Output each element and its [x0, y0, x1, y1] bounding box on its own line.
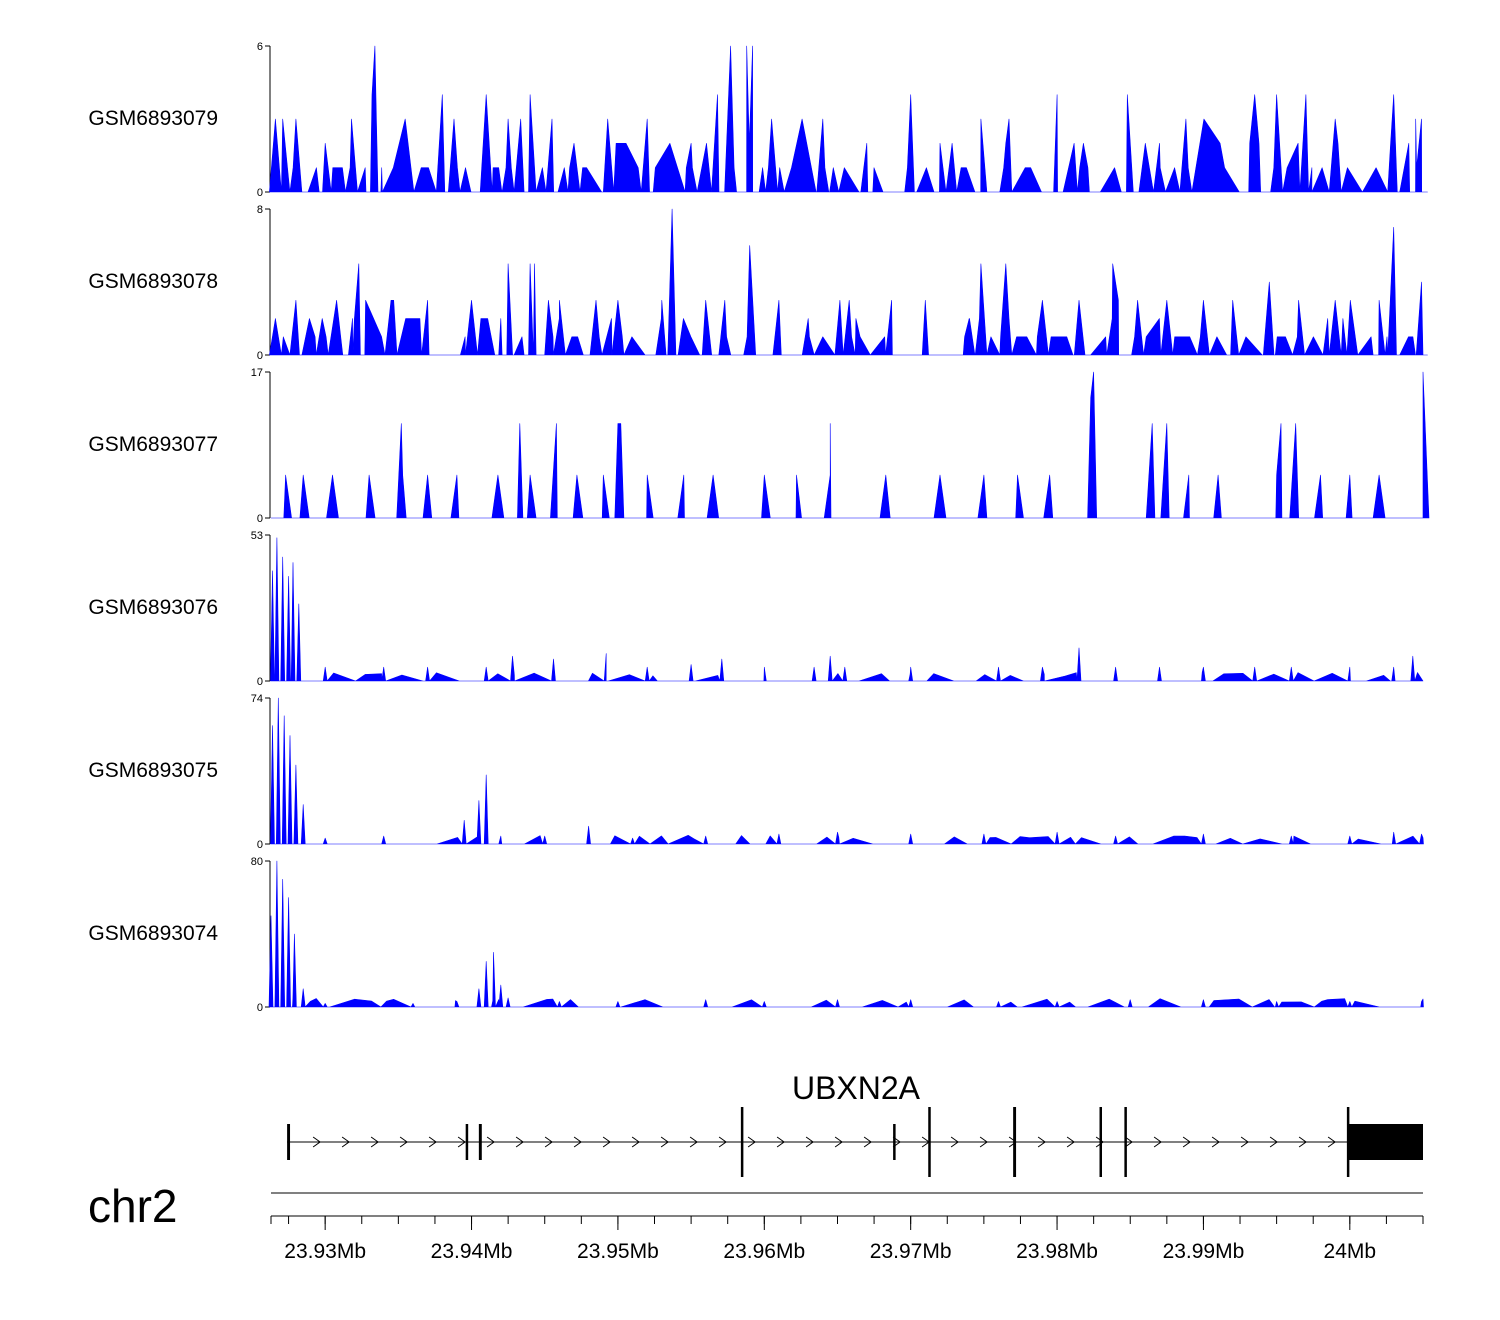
coverage-area	[268, 860, 1424, 1008]
exon-8	[1099, 1107, 1103, 1177]
x-tick-label: 23.98Mb	[1016, 1240, 1098, 1263]
strand-arrow	[1298, 1136, 1307, 1148]
strand-arrow	[950, 1136, 959, 1148]
y-tick-label-min: 0	[257, 513, 263, 525]
strand-arrow	[1269, 1136, 1278, 1148]
exon-6	[928, 1107, 931, 1177]
strand-arrow	[747, 1136, 756, 1148]
strand-arrow	[1153, 1136, 1162, 1148]
strand-arrow	[341, 1136, 350, 1148]
track-label: GSM6893076	[88, 596, 218, 619]
strand-arrow	[370, 1136, 379, 1148]
y-tick-label-max: 74	[251, 693, 263, 705]
exon-1	[287, 1124, 291, 1160]
y-tick-label-max: 80	[251, 856, 263, 868]
track-gsm6893079: GSM6893079 6 0	[88, 41, 1428, 199]
coverage-area	[270, 537, 1424, 682]
y-tick-label-min: 0	[257, 676, 263, 688]
strand-arrow	[805, 1136, 814, 1148]
x-tick-label: 24Mb	[1324, 1240, 1377, 1263]
coverage-area	[269, 45, 1428, 193]
y-tick-label-max: 53	[251, 530, 263, 542]
track-label: GSM6893079	[88, 107, 218, 130]
strand-arrow	[1008, 1136, 1017, 1148]
track-gsm6893076: GSM6893076 53 0	[88, 530, 1424, 688]
x-tick-label: 23.96Mb	[723, 1240, 805, 1263]
exon-4	[740, 1107, 744, 1177]
y-tick-label-max: 6	[257, 41, 263, 53]
x-tick-label: 23.94Mb	[431, 1240, 513, 1263]
y-tick-label-max: 17	[251, 367, 263, 379]
exon-5	[893, 1124, 896, 1160]
y-tick-label-min: 0	[257, 350, 263, 362]
exon-9	[1124, 1107, 1127, 1177]
exon-utr	[1348, 1124, 1423, 1160]
track-label: GSM6893074	[88, 922, 218, 945]
x-axis: chr2 23.93Mb 23.94Mb 23.95Mb 23.96Mb 23.97Mb 2…	[88, 1180, 1424, 1263]
strand-arrow	[602, 1136, 611, 1148]
strand-arrow	[1066, 1136, 1075, 1148]
coverage-area	[270, 371, 1430, 519]
exon-10	[1346, 1107, 1350, 1177]
gene-track: UBXN2A	[287, 1070, 1423, 1177]
track-gsm6893078: GSM6893078 8 0	[88, 204, 1428, 362]
x-tick-label: 23.95Mb	[577, 1240, 659, 1263]
strand-arrow	[660, 1136, 669, 1148]
strand-arrow	[1095, 1136, 1104, 1148]
strand-arrow	[631, 1136, 640, 1148]
coverage-area	[269, 208, 1428, 356]
strand-arrow	[1124, 1136, 1133, 1148]
strand-arrow	[457, 1136, 466, 1148]
y-tick-label-min: 0	[257, 187, 263, 199]
strand-arrow	[718, 1136, 727, 1148]
strand-arrow	[776, 1136, 785, 1148]
exon-2	[465, 1124, 469, 1160]
track-label: GSM6893077	[88, 433, 218, 456]
strand-arrow	[1327, 1136, 1336, 1148]
strand-arrow	[1240, 1136, 1249, 1148]
strand-arrow	[834, 1136, 843, 1148]
track-gsm6893077: GSM6893077 17 0	[88, 367, 1430, 525]
strand-arrow	[979, 1136, 988, 1148]
track-label: GSM6893075	[88, 759, 218, 782]
coverage-area	[270, 697, 1424, 845]
x-tick-label: 23.99Mb	[1163, 1240, 1245, 1263]
strand-arrow	[399, 1136, 408, 1148]
x-tick-label: 23.97Mb	[870, 1240, 952, 1263]
strand-arrow	[863, 1136, 872, 1148]
strand-arrow	[428, 1136, 437, 1148]
strand-arrow	[1182, 1136, 1191, 1148]
strand-arrow	[1037, 1136, 1046, 1148]
strand-arrow	[1211, 1136, 1220, 1148]
y-tick-label-min: 0	[257, 839, 263, 851]
track-label: GSM6893078	[88, 270, 218, 293]
chromosome-label: chr2	[88, 1180, 177, 1232]
track-gsm6893075: GSM6893075 74 0	[88, 693, 1424, 851]
strand-arrow	[312, 1136, 321, 1148]
strand-arrow	[486, 1136, 495, 1148]
y-tick-label-max: 8	[257, 204, 263, 216]
y-tick-label-min: 0	[257, 1002, 263, 1014]
strand-arrow	[689, 1136, 698, 1148]
exon-3	[478, 1124, 482, 1160]
strand-arrow	[515, 1136, 524, 1148]
gene-name-label: UBXN2A	[792, 1070, 921, 1106]
strand-arrow	[573, 1136, 582, 1148]
strand-arrow	[544, 1136, 553, 1148]
exon-7	[1013, 1107, 1017, 1177]
x-tick-label: 23.93Mb	[284, 1240, 366, 1263]
track-gsm6893074: GSM6893074 80 0	[88, 856, 1424, 1014]
